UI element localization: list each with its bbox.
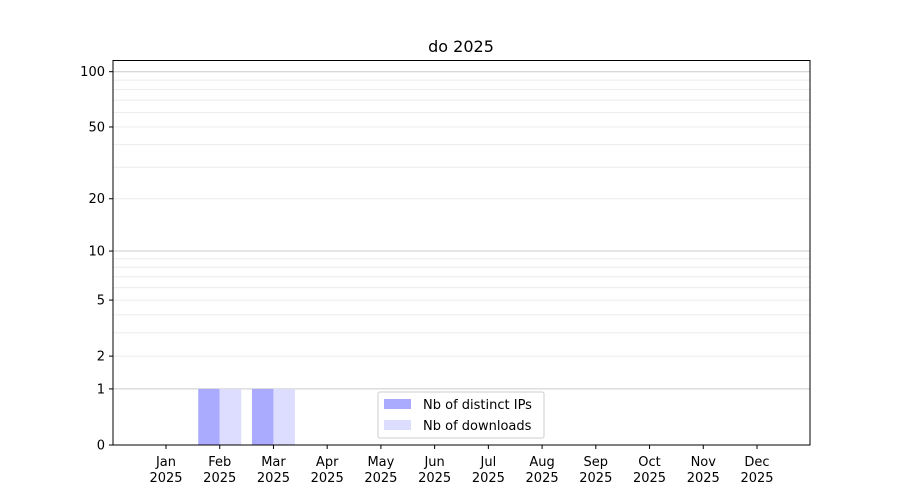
y-tick-label: 20	[88, 192, 105, 207]
y-tick-label: 5	[97, 294, 105, 309]
legend-label-ips: Nb of distinct IPs	[423, 398, 532, 413]
x-tick-label-month: Jul	[480, 455, 497, 470]
x-tick-label-year: 2025	[311, 471, 344, 486]
legend: Nb of distinct IPs Nb of downloads	[377, 391, 545, 439]
x-tick-label-year: 2025	[149, 471, 182, 486]
gridlines	[113, 71, 810, 390]
bars	[198, 388, 295, 445]
bar-downloads	[219, 388, 242, 445]
bar-distinct-ips	[198, 388, 220, 445]
chart-title: do 2025	[428, 37, 494, 56]
x-tick-label-year: 2025	[740, 471, 773, 486]
x-tick-label-year: 2025	[526, 471, 559, 486]
y-tick-label: 10	[88, 245, 105, 260]
y-tick-label: 50	[88, 120, 105, 135]
x-tick-label-month: Jun	[423, 455, 444, 470]
x-tick-label-year: 2025	[472, 471, 505, 486]
x-tick-label-year: 2025	[203, 471, 236, 486]
x-tick-label-month: Sep	[584, 455, 609, 470]
x-tick-label-month: Feb	[208, 455, 231, 470]
x-tick-label-month: Jan	[155, 455, 176, 470]
x-tick-label-month: May	[367, 455, 394, 470]
x-tick-label-year: 2025	[364, 471, 397, 486]
plot-frame	[112, 60, 811, 446]
y-tick-label: 2	[97, 350, 105, 365]
x-axis: Jan2025Feb2025Mar2025Apr2025May2025Jun20…	[149, 445, 774, 486]
y-tick-label: 0	[97, 439, 105, 454]
legend-swatch-downloads	[384, 420, 411, 430]
legend-swatch-ips	[384, 399, 411, 409]
x-tick-label-month: Apr	[316, 455, 339, 470]
x-tick-label-month: Dec	[744, 455, 769, 470]
y-tick-label: 1	[97, 382, 105, 397]
x-tick-label-year: 2025	[257, 471, 290, 486]
x-tick-label-month: Oct	[638, 455, 660, 470]
bar-downloads	[273, 388, 295, 445]
y-tick-label: 100	[80, 65, 105, 80]
legend-label-downloads: Nb of downloads	[423, 419, 532, 434]
x-tick-label-year: 2025	[579, 471, 612, 486]
y-axis: 0 1 2 5 10 20 50 100	[80, 65, 113, 454]
x-tick-label-year: 2025	[633, 471, 666, 486]
x-tick-label-month: Nov	[691, 455, 717, 470]
bar-distinct-ips	[251, 388, 274, 445]
legend-box	[377, 391, 545, 439]
x-tick-label-year: 2025	[687, 471, 720, 486]
x-tick-label-month: Aug	[529, 455, 554, 470]
x-tick-label-year: 2025	[418, 471, 451, 486]
x-tick-label-month: Mar	[261, 455, 286, 470]
